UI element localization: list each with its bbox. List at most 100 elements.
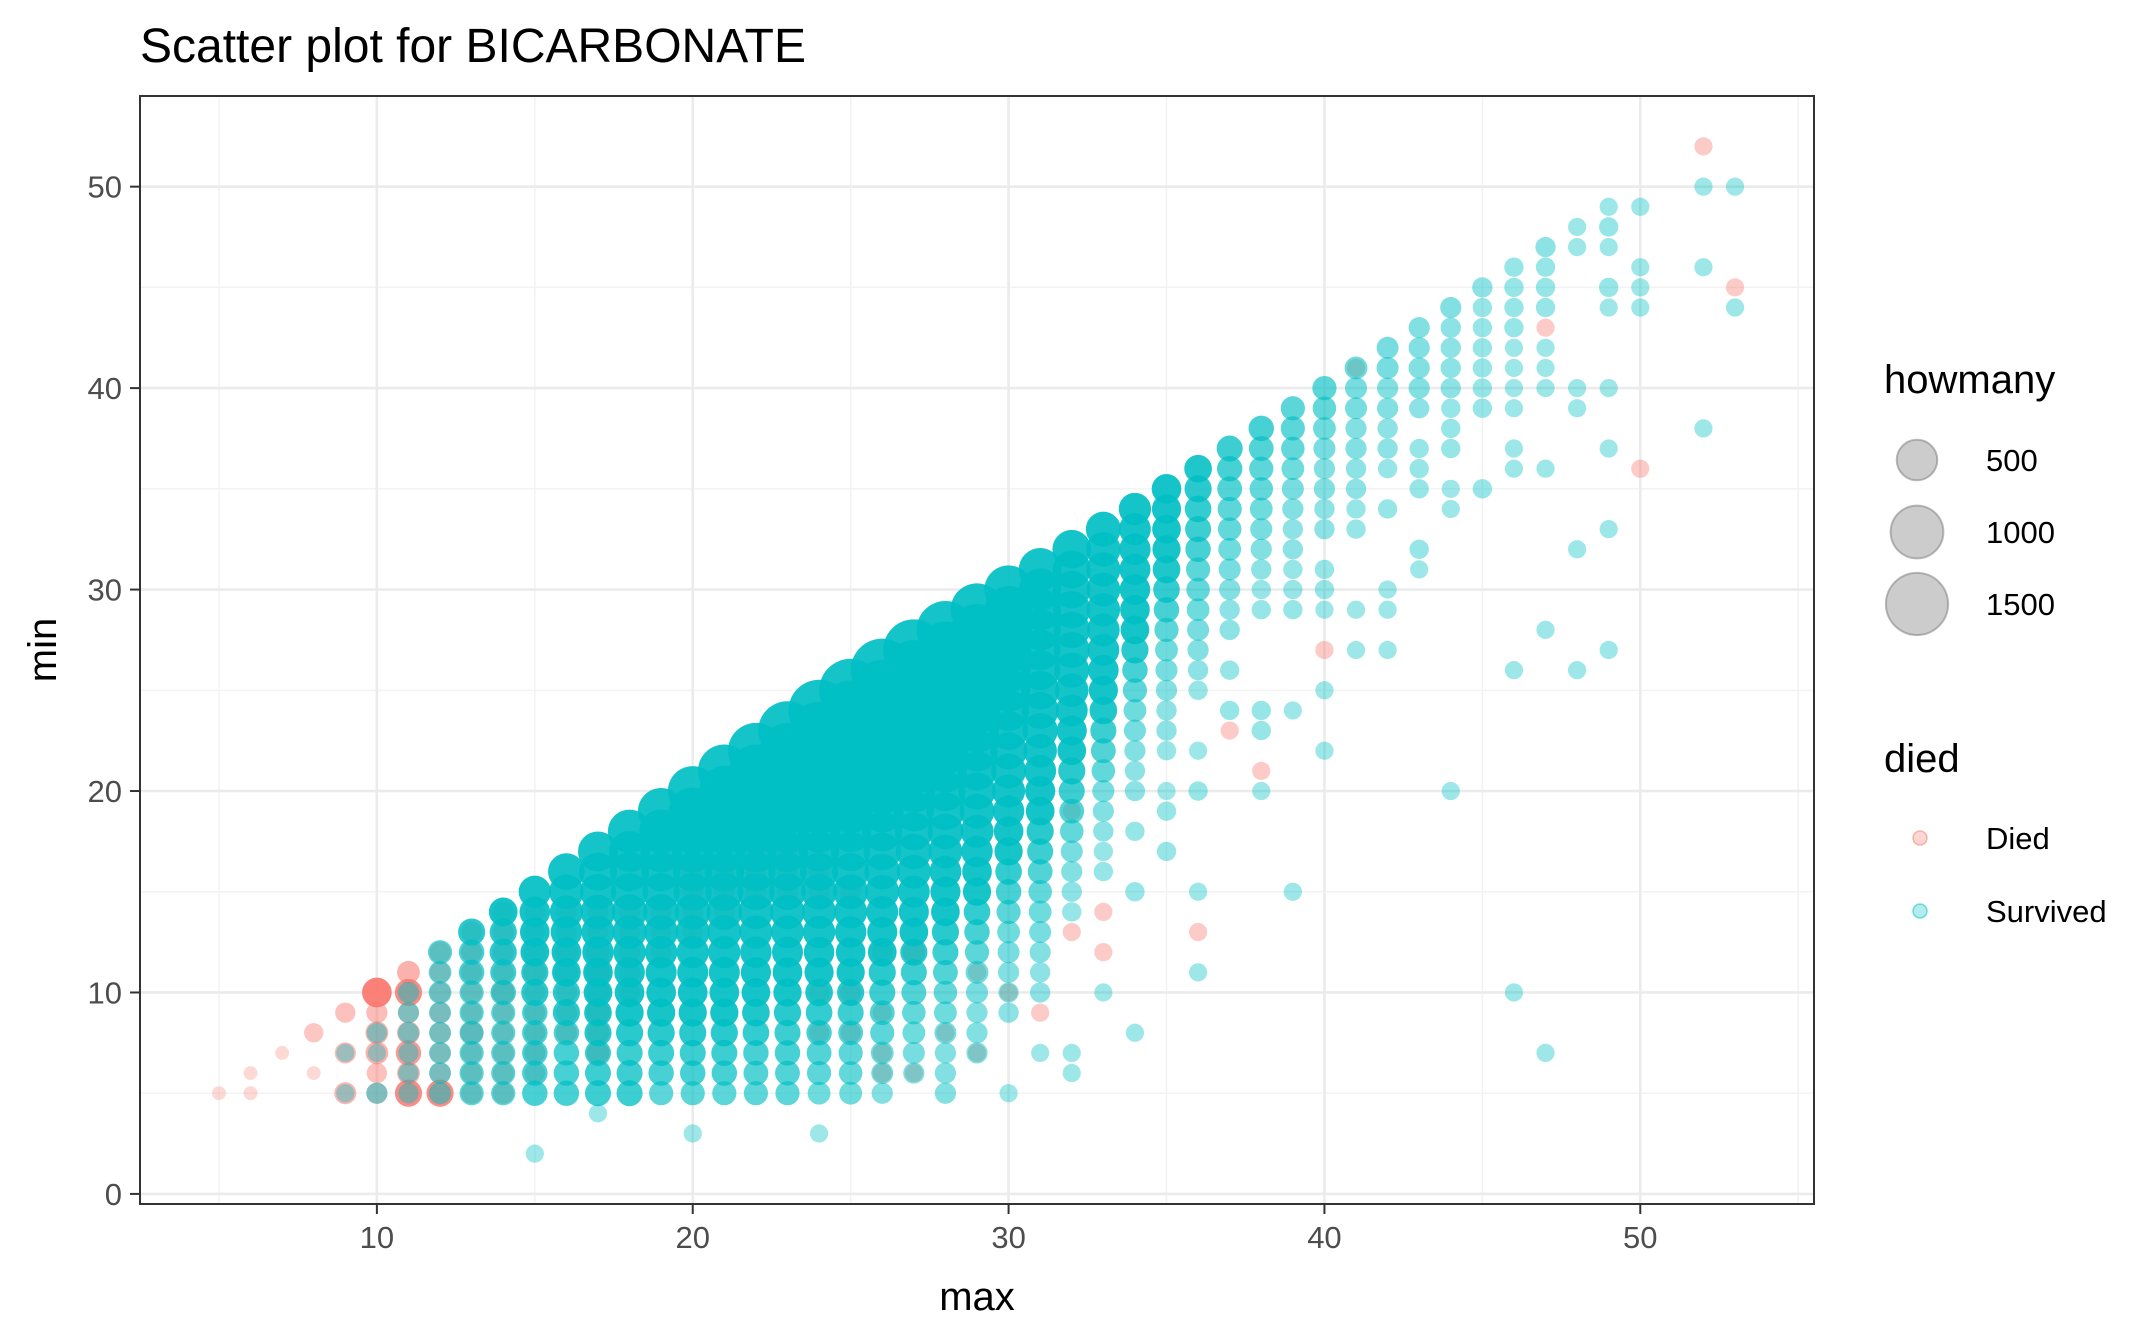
data-point [1155,638,1178,662]
data-point [1441,499,1460,519]
data-point [1599,640,1618,660]
data-point [1441,418,1461,439]
data-point [1599,277,1619,298]
data-point [1059,798,1085,824]
data-point [1599,378,1618,398]
data-point [1217,496,1242,522]
data-point [1188,741,1208,760]
data-point [1216,455,1243,482]
data-point [1184,495,1212,523]
data-point [1504,317,1524,338]
data-point [397,960,420,984]
data-point [489,918,517,946]
data-point [1313,416,1336,440]
data-point [1187,659,1209,681]
data-point [1345,417,1367,440]
data-point [1472,358,1493,378]
data-point [1536,620,1555,639]
data-point [553,1080,580,1106]
data-point [999,1084,1018,1103]
data-point [1220,721,1239,740]
data-point [522,1040,548,1066]
data-point [647,998,676,1027]
data-point [934,1042,957,1064]
data-point [1346,600,1366,619]
data-point [1123,719,1146,742]
data-point [1315,681,1334,700]
data-point [1251,600,1271,620]
data-point [903,1062,925,1084]
data-point [1376,336,1399,359]
data-point [773,978,802,1007]
data-point [1118,492,1152,526]
data-point [1185,516,1212,543]
data-point [997,920,1020,944]
data-point [836,958,865,987]
data-point [336,1084,355,1103]
data-point [1440,377,1461,399]
data-point [1408,377,1430,399]
data-point [965,981,989,1004]
data-point [1409,539,1429,559]
data-point [1248,415,1274,442]
color-legend-title: died [1884,737,1960,781]
data-point [1378,640,1397,660]
data-point [774,1019,801,1046]
data-point [395,1040,422,1066]
data-point [679,1039,706,1066]
data-point [1093,821,1114,842]
data-point [1062,1063,1081,1083]
data-point [1028,900,1052,924]
data-point [1408,337,1430,359]
data-point [1599,298,1618,317]
size-legend-key [1895,438,1939,482]
data-point [459,1020,484,1045]
data-point [775,1060,800,1086]
data-point [1219,660,1240,680]
data-point [1725,278,1745,297]
data-point [1376,356,1399,379]
data-point [1031,1043,1050,1063]
data-point [304,1023,324,1043]
data-point [522,1080,548,1106]
data-point [1058,757,1086,785]
data-point [1345,478,1367,500]
data-point [648,1060,674,1086]
data-point [1155,679,1178,701]
data-point [1122,657,1148,683]
data-point [1376,377,1399,399]
data-point [1028,879,1052,904]
data-point [1440,296,1462,319]
data-point [548,853,585,890]
data-point [870,1020,895,1045]
data-point [995,858,1022,885]
data-point [1504,459,1524,478]
data-point [1052,529,1092,569]
data-point [429,1062,452,1085]
data-point [1504,983,1524,1002]
data-point [1094,902,1113,922]
y-tick-label: 20 [88,774,122,809]
data-point [1062,1043,1081,1063]
data-point [397,1061,420,1085]
data-point [742,1019,770,1047]
data-point [932,959,958,985]
data-point [1281,457,1305,481]
y-tick-label: 30 [88,573,122,608]
data-point [491,1040,516,1066]
data-point [1093,861,1114,882]
data-point [428,960,452,984]
series-survived [336,177,1745,1163]
data-point [678,998,707,1027]
data-point [1250,518,1273,541]
size-legend-key [1884,571,1950,637]
data-point [775,1081,800,1106]
data-point [1090,738,1116,764]
data-point [773,999,802,1027]
data-point [491,1060,516,1086]
data-point [488,897,518,927]
data-point [366,1022,388,1043]
data-point [1123,699,1147,722]
data-point [1187,639,1209,661]
data-point [1313,458,1336,480]
